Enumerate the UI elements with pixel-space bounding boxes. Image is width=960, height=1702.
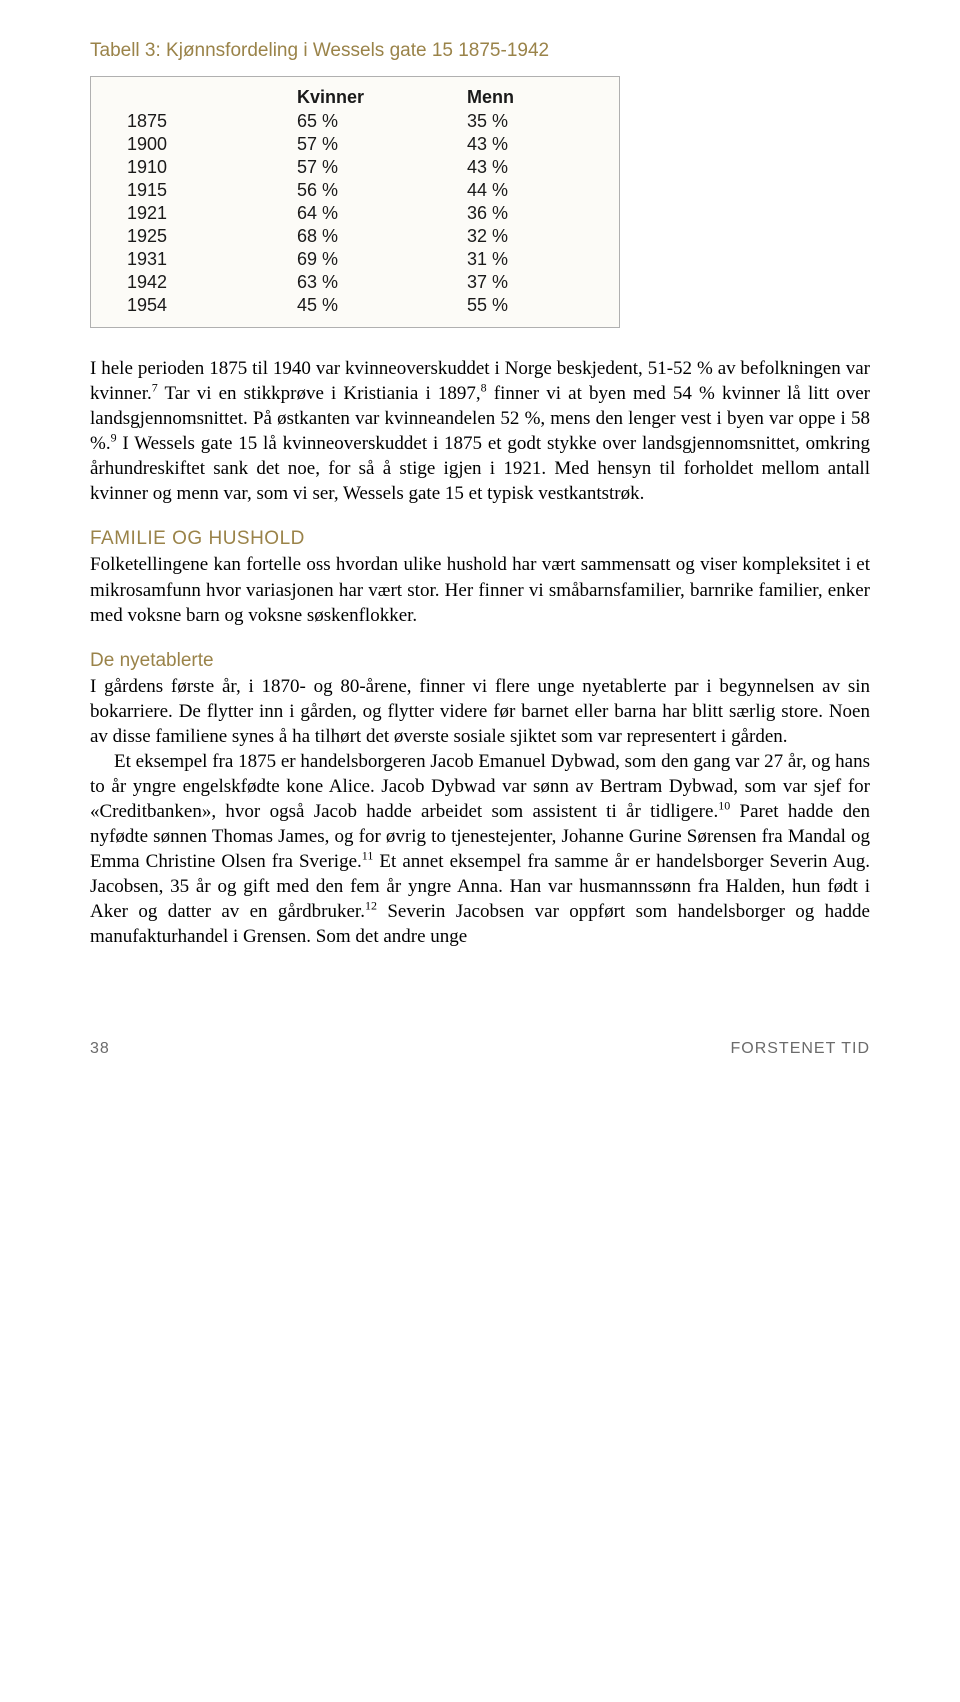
table-cell: 64 % — [297, 202, 467, 225]
gender-distribution-table: Kvinner Menn 187565 %35 %190057 %43 %191… — [90, 76, 620, 328]
book-title-footer: FORSTENET TID — [730, 1040, 870, 1058]
table-title: Tabell 3: Kjønnsfordeling i Wessels gate… — [90, 40, 870, 62]
table-cell: 1931 — [127, 248, 297, 271]
table-header-menn: Menn — [467, 85, 583, 110]
table-cell: 1915 — [127, 179, 297, 202]
table-row: 187565 %35 % — [127, 110, 583, 133]
table-cell: 56 % — [297, 179, 467, 202]
table-cell: 1910 — [127, 156, 297, 179]
table-cell: 69 % — [297, 248, 467, 271]
table-cell: 45 % — [297, 294, 467, 317]
paragraph-3: I gårdens første år, i 1870- og 80-årene… — [90, 674, 870, 749]
table-cell: 68 % — [297, 225, 467, 248]
footnote-ref-12: 12 — [365, 899, 377, 913]
footnote-ref-11: 11 — [362, 849, 374, 863]
table-header-blank — [127, 85, 297, 110]
table-cell: 43 % — [467, 133, 583, 156]
table-cell: 43 % — [467, 156, 583, 179]
table-header-row: Kvinner Menn — [127, 85, 583, 110]
sub-heading-nyetablerte: De nyetablerte — [90, 650, 870, 672]
paragraph-1: I hele perioden 1875 til 1940 var kvinne… — [90, 356, 870, 506]
table-cell: 1942 — [127, 271, 297, 294]
table-row: 191556 %44 % — [127, 179, 583, 202]
table-row: 195445 %55 % — [127, 294, 583, 317]
table-row: 191057 %43 % — [127, 156, 583, 179]
p3-text: I gårdens første år, i 1870- og 80-årene… — [90, 676, 870, 747]
table-cell: 44 % — [467, 179, 583, 202]
table-cell: 57 % — [297, 133, 467, 156]
table-cell: 1925 — [127, 225, 297, 248]
table-cell: 65 % — [297, 110, 467, 133]
p1-text-d: I Wessels gate 15 lå kvinneoverskuddet i… — [90, 433, 870, 504]
table-cell: 1954 — [127, 294, 297, 317]
table-cell: 1875 — [127, 110, 297, 133]
table-row: 192164 %36 % — [127, 202, 583, 225]
table-row: 192568 %32 % — [127, 225, 583, 248]
page-number: 38 — [90, 1040, 110, 1058]
footnote-ref-10: 10 — [718, 799, 730, 813]
table-cell: 36 % — [467, 202, 583, 225]
table-row: 194263 %37 % — [127, 271, 583, 294]
table-cell: 55 % — [467, 294, 583, 317]
paragraph-2: Folketellingene kan fortelle oss hvordan… — [90, 552, 870, 627]
table-cell: 63 % — [297, 271, 467, 294]
page-footer: 38 FORSTENET TID — [90, 1040, 870, 1058]
table-cell: 35 % — [467, 110, 583, 133]
table-cell: 1900 — [127, 133, 297, 156]
table-header-kvinner: Kvinner — [297, 85, 467, 110]
table-row: 190057 %43 % — [127, 133, 583, 156]
p1-text-b: Tar vi en stikkprøve i Kristiania i 1897… — [158, 383, 481, 404]
section-heading-familie: FAMILIE OG HUSHOLD — [90, 528, 870, 550]
table-cell: 37 % — [467, 271, 583, 294]
table-cell: 57 % — [297, 156, 467, 179]
table-row: 193169 %31 % — [127, 248, 583, 271]
paragraph-4: Et eksempel fra 1875 er handelsborgeren … — [90, 749, 870, 950]
table-cell: 1921 — [127, 202, 297, 225]
table-cell: 32 % — [467, 225, 583, 248]
table-cell: 31 % — [467, 248, 583, 271]
